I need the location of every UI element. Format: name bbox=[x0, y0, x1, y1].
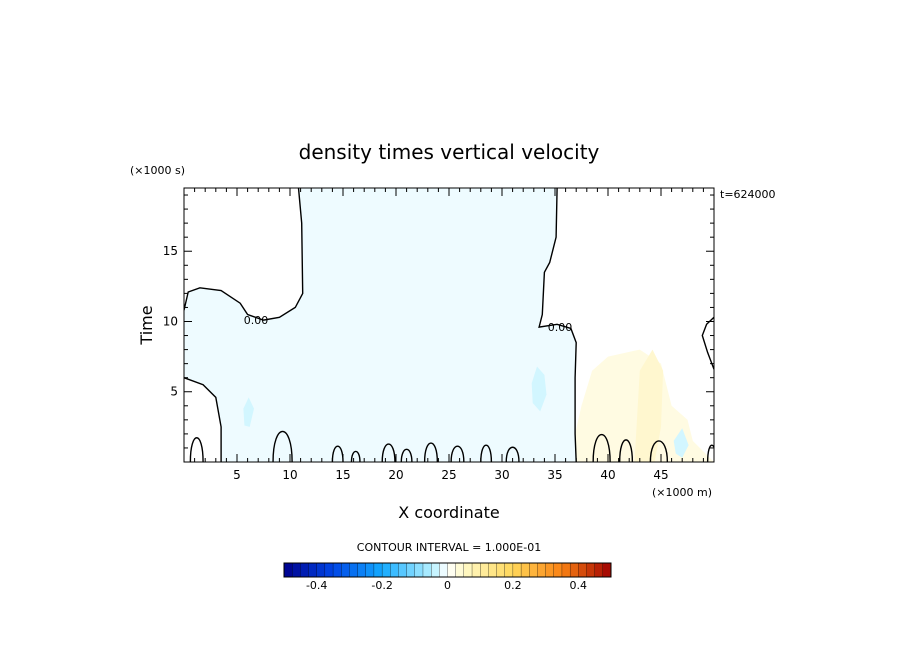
colorbar-cell bbox=[602, 562, 612, 578]
zero-contour-bump bbox=[381, 443, 396, 462]
colorbar-cell bbox=[537, 562, 547, 578]
colorbar-cell bbox=[594, 562, 604, 578]
colorbar-cell bbox=[390, 562, 399, 578]
x-tick-label: 20 bbox=[388, 468, 403, 482]
colorbar-cell bbox=[504, 562, 514, 578]
colorbar-cell bbox=[569, 562, 579, 578]
x-tick-label: 40 bbox=[600, 468, 615, 482]
colorbar-cell bbox=[496, 562, 506, 578]
colorbar-tick-label: -0.2 bbox=[371, 579, 392, 592]
contour-interval-text: CONTOUR INTERVAL = 1.000E-01 bbox=[357, 541, 541, 554]
shade-blob bbox=[673, 428, 689, 458]
colorbar-ticks: -0.4 -0.2 0 0.2 0.4 bbox=[306, 579, 587, 592]
contour-label-left: 0.00 bbox=[244, 314, 269, 327]
colorbar-cell bbox=[578, 562, 587, 578]
zero-contour-bump bbox=[423, 442, 439, 462]
plot-area: 5 10 15 20 25 30 35 40 45 5 10 15 bbox=[163, 187, 715, 482]
colorbar-cell bbox=[586, 562, 596, 578]
colorbar-cell bbox=[324, 562, 334, 578]
colorbar-cell bbox=[283, 562, 293, 578]
zero-contour-bump bbox=[706, 444, 714, 462]
zero-contour bbox=[538, 188, 577, 462]
x-tick-label: 25 bbox=[441, 468, 456, 482]
colorbar-cell bbox=[561, 562, 571, 578]
colorbar-cell bbox=[332, 562, 342, 578]
zero-contour-bump bbox=[505, 446, 520, 462]
zero-contour bbox=[184, 188, 304, 321]
zero-contour-bump bbox=[189, 437, 204, 462]
colorbar-tick-label: 0.4 bbox=[570, 579, 588, 592]
colorbar-cell bbox=[292, 562, 301, 578]
colorbar-cell bbox=[381, 562, 391, 578]
colorbar-tick-label: -0.4 bbox=[306, 579, 327, 592]
zero-contour-bump bbox=[592, 433, 611, 462]
x-tick-label: 5 bbox=[233, 468, 241, 482]
colorbar-cell bbox=[430, 562, 440, 578]
y-axis-label: Time bbox=[137, 305, 156, 345]
colorbar-cell bbox=[488, 562, 498, 578]
colorbar-cell bbox=[463, 562, 473, 578]
zero-contour-bump bbox=[480, 444, 493, 462]
colorbar-cell bbox=[545, 562, 555, 578]
zero-contour-bump bbox=[272, 430, 293, 462]
colorbar-cell bbox=[447, 562, 457, 578]
zero-contour-bump bbox=[450, 445, 465, 462]
y-tick-label: 5 bbox=[170, 385, 178, 399]
time-stamp: t=624000 bbox=[720, 188, 776, 201]
colorbar-cell bbox=[373, 562, 383, 578]
colorbar-cell bbox=[406, 562, 416, 578]
zero-contour-bump bbox=[649, 440, 669, 462]
y-units-label: (×1000 s) bbox=[130, 164, 185, 177]
shade-blob bbox=[243, 397, 254, 427]
y-tick-label: 15 bbox=[163, 244, 178, 258]
colorbar-cell bbox=[316, 562, 326, 578]
zero-contour-bump bbox=[618, 439, 634, 462]
colorbar-cell bbox=[512, 562, 522, 578]
colorbar-tick-label: 0 bbox=[444, 579, 451, 592]
colorbar-cell bbox=[529, 562, 538, 578]
zero-contour-bump bbox=[400, 448, 413, 462]
colorbar-frame bbox=[283, 562, 612, 578]
colorbar-cell bbox=[357, 562, 367, 578]
x-tick-label: 35 bbox=[547, 468, 562, 482]
colorbar-cell bbox=[480, 562, 489, 578]
shade-blob bbox=[634, 349, 664, 462]
x-tick-label: 30 bbox=[494, 468, 509, 482]
colorbar-cell bbox=[455, 562, 465, 578]
x-tick-label: 15 bbox=[335, 468, 350, 482]
x-axis-ticks: 5 10 15 20 25 30 35 40 45 bbox=[183, 188, 715, 482]
colorbar-cell bbox=[341, 562, 350, 578]
shading-layer bbox=[184, 188, 714, 462]
chart-title: density times vertical velocity bbox=[299, 140, 600, 164]
y-tick-label: 10 bbox=[163, 314, 178, 328]
colorbar-cell bbox=[553, 562, 563, 578]
colorbar-cell bbox=[365, 562, 375, 578]
x-tick-label: 10 bbox=[282, 468, 297, 482]
contour-lines bbox=[184, 188, 714, 462]
x-axis-label: X coordinate bbox=[398, 503, 499, 522]
colorbar-tick-label: 0.2 bbox=[504, 579, 522, 592]
zero-contour bbox=[184, 377, 222, 462]
y-axis-ticks: 5 10 15 bbox=[163, 194, 714, 463]
shade-negative-main bbox=[184, 188, 577, 462]
colorbar-cell bbox=[398, 562, 408, 578]
x-units-label: (×1000 m) bbox=[652, 486, 712, 499]
colorbar-cell bbox=[422, 562, 432, 578]
shade-blob bbox=[531, 366, 547, 412]
x-tick-label: 45 bbox=[653, 468, 668, 482]
colorbar-cell bbox=[414, 562, 424, 578]
colorbar-cell bbox=[520, 562, 530, 578]
colorbar-cell bbox=[439, 562, 448, 578]
colorbar-cell bbox=[349, 562, 359, 578]
contour-label-right: 0.00 bbox=[548, 321, 573, 334]
colorbar-cell bbox=[308, 562, 318, 578]
zero-contour-bump bbox=[350, 450, 361, 462]
colorbar bbox=[283, 562, 612, 578]
colorbar-cell bbox=[471, 562, 481, 578]
colorbar-cell bbox=[300, 562, 309, 578]
